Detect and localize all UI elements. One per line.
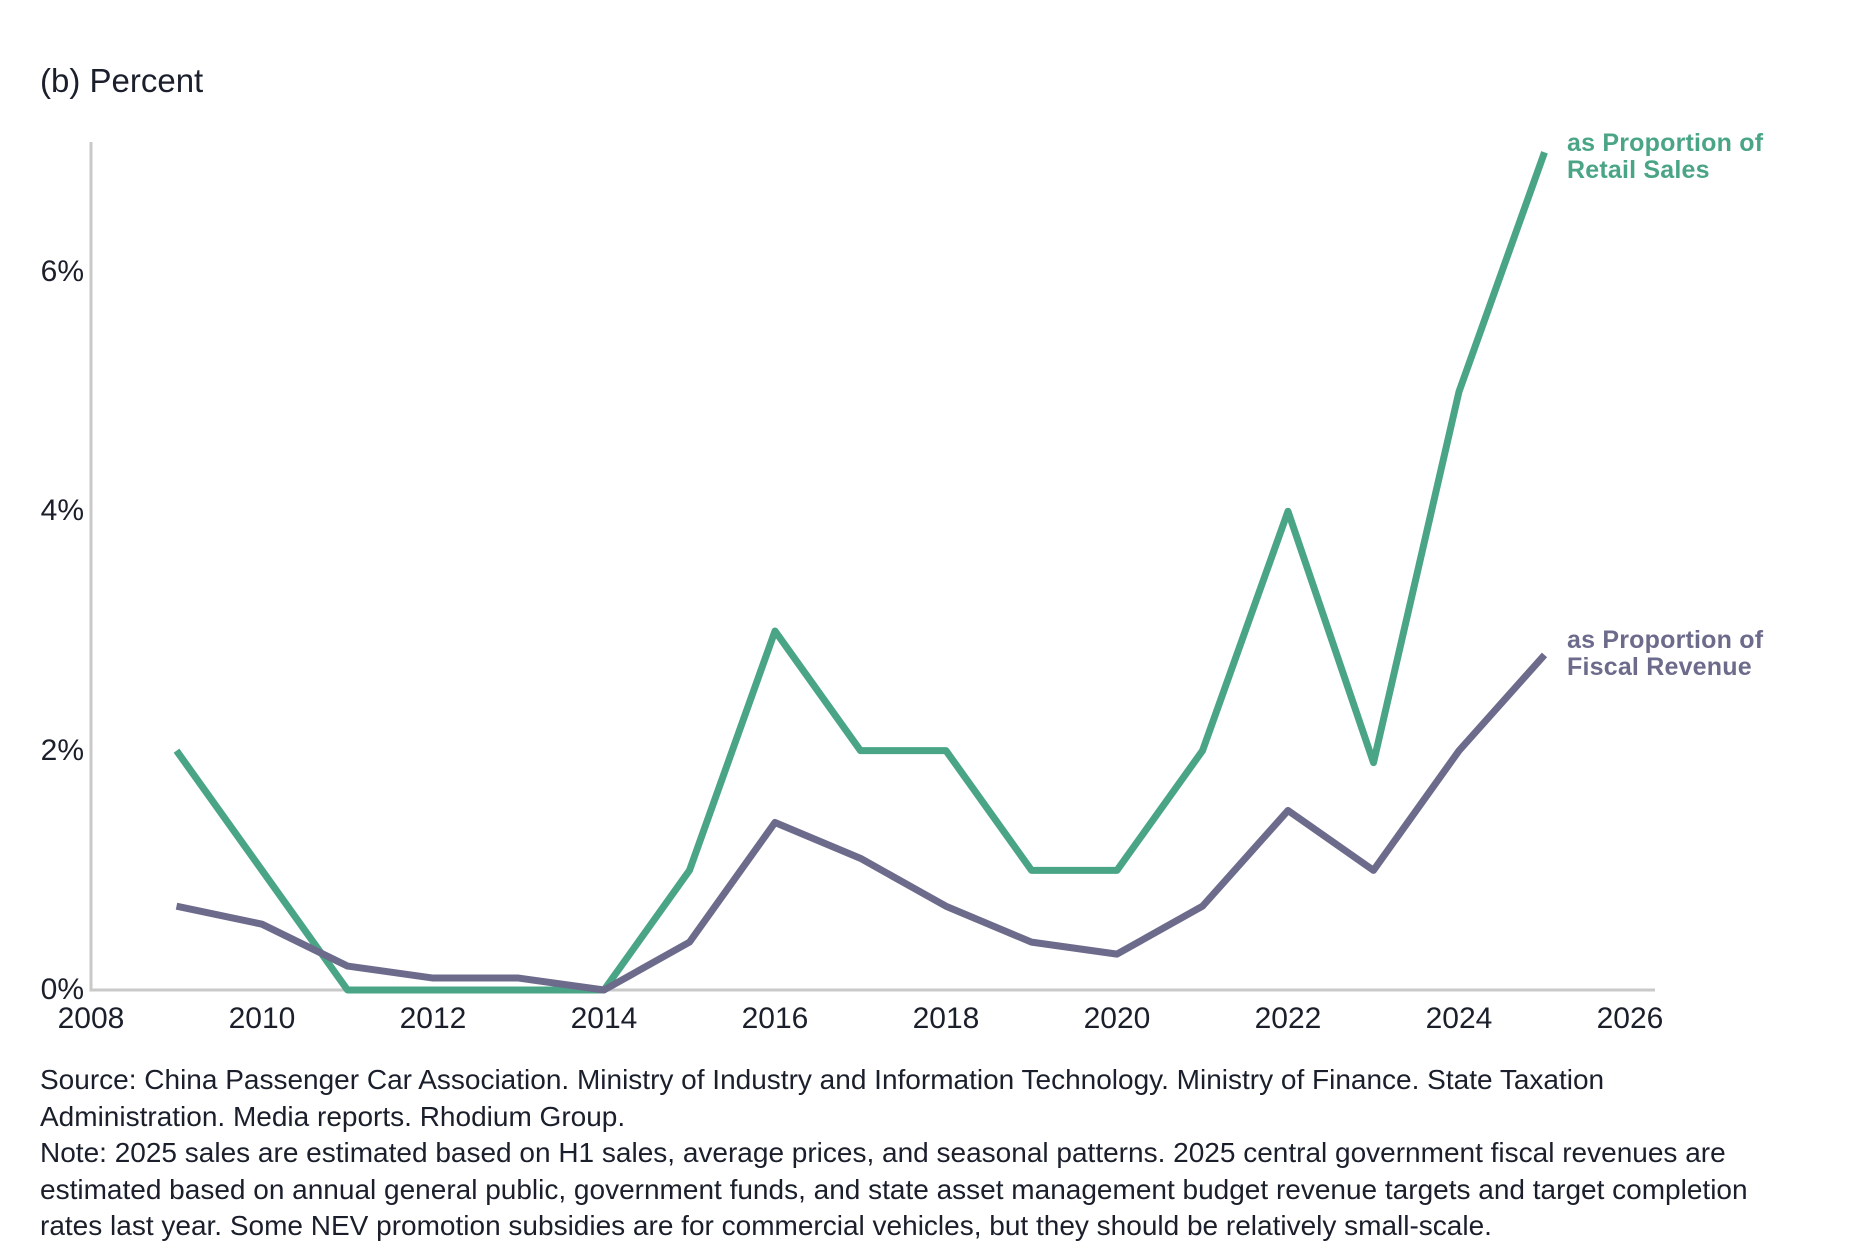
x-tick-label: 2020 — [1083, 1002, 1151, 1035]
series-line-as-proportion-of-fiscal-revenue — [175, 652, 1548, 994]
x-tick-label: 2016 — [741, 1002, 809, 1035]
note-line: estimated based on annual general public… — [40, 1173, 1748, 1205]
y-tick-label: 6% — [40, 254, 84, 288]
y-tick-label: 0% — [40, 973, 84, 1006]
axis-lines — [89, 142, 1655, 992]
x-tick-label: 2018 — [912, 1002, 980, 1035]
note-line: rates last year. Some NEV promotion subs… — [40, 1210, 1492, 1241]
legend-retail-sales-line1: as Proportion of — [1567, 129, 1764, 157]
legend-retail-sales-line2: Retail Sales — [1567, 156, 1710, 184]
x-tick-label: 2010 — [228, 1002, 296, 1035]
legend-fiscal-revenue: as Proportion of Fiscal Revenue — [1567, 627, 1763, 681]
legend-fiscal-revenue-line1: as Proportion of — [1567, 626, 1764, 654]
source-line: Source: China Passenger Car Association.… — [40, 1064, 1605, 1095]
series-line-as-proportion-of-retail-sales — [173, 151, 1548, 994]
note-line: Note: 2025 sales are estimated based on … — [40, 1137, 1726, 1168]
legend-retail-sales: as Proportion of Retail Sales — [1567, 130, 1763, 184]
source-note: Source: China Passenger Car Association.… — [40, 1062, 1748, 1245]
y-tick-label: 4% — [40, 494, 84, 528]
y-tick-label: 2% — [40, 733, 84, 767]
legend-fiscal-revenue-line2: Fiscal Revenue — [1567, 653, 1752, 681]
x-tick-label: 2014 — [570, 1002, 638, 1035]
chart-title: (b) Percent — [40, 62, 204, 99]
x-tick-label: 2024 — [1425, 1002, 1493, 1035]
x-tick-label: 2012 — [399, 1002, 467, 1035]
x-tick-label: 2026 — [1596, 1002, 1664, 1035]
x-tick-label: 2022 — [1254, 1002, 1322, 1035]
x-tick-label: 2008 — [57, 1002, 125, 1035]
source-line: Administration. Media reports. Rhodium G… — [40, 1100, 626, 1132]
